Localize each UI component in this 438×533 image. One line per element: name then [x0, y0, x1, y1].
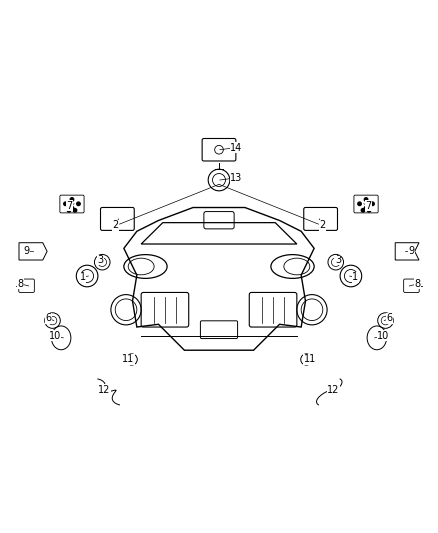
Text: 13: 13 [230, 173, 242, 183]
Circle shape [361, 208, 365, 212]
Text: 7: 7 [365, 201, 371, 211]
Text: 9: 9 [24, 246, 30, 256]
Circle shape [358, 202, 361, 206]
Text: 14: 14 [230, 143, 242, 152]
Text: 11: 11 [304, 354, 316, 365]
Text: 10: 10 [49, 330, 61, 341]
Text: 2: 2 [112, 221, 118, 230]
Circle shape [73, 208, 77, 212]
Circle shape [364, 198, 368, 201]
Circle shape [70, 198, 74, 201]
Circle shape [364, 206, 368, 210]
Circle shape [70, 206, 74, 210]
Text: 8: 8 [415, 279, 421, 289]
Text: 6: 6 [387, 313, 393, 324]
Circle shape [67, 208, 71, 212]
Circle shape [371, 202, 374, 206]
Text: 12: 12 [328, 385, 340, 395]
Text: 1: 1 [352, 272, 358, 282]
Circle shape [64, 202, 67, 206]
Text: 7: 7 [67, 201, 73, 211]
Circle shape [77, 202, 80, 206]
Text: 2: 2 [320, 221, 326, 230]
Circle shape [367, 208, 371, 212]
Text: 10: 10 [377, 330, 389, 341]
Text: 3: 3 [335, 255, 341, 265]
Text: 9: 9 [408, 246, 414, 256]
Text: 12: 12 [98, 385, 110, 395]
Text: 1: 1 [80, 272, 86, 282]
Text: 11: 11 [122, 354, 134, 365]
Text: 6: 6 [45, 313, 51, 324]
Text: 8: 8 [17, 279, 23, 289]
Text: 3: 3 [97, 255, 103, 265]
